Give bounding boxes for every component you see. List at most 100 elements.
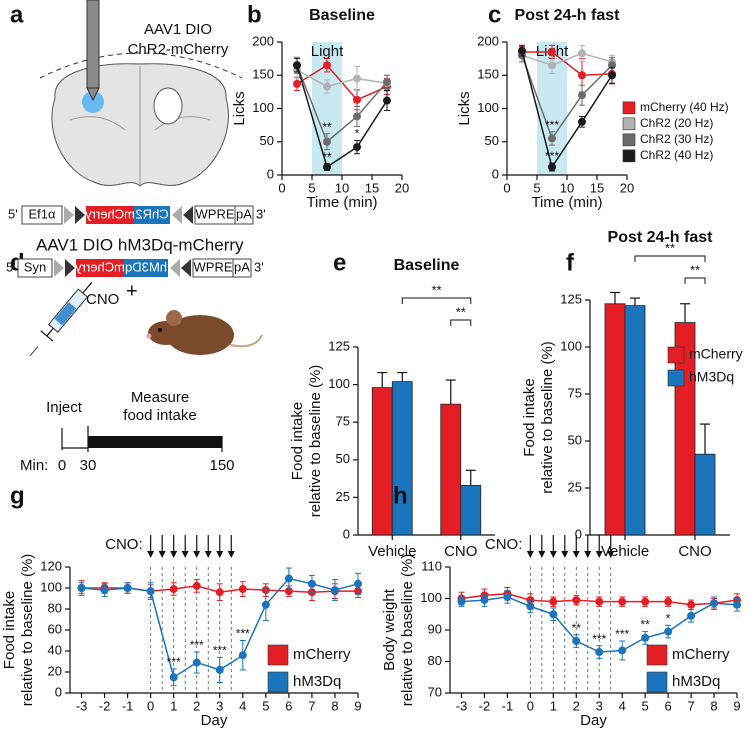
- cno-label: CNO:: [485, 536, 523, 553]
- x-tick-label: 3: [216, 698, 223, 713]
- cno-arrowhead: [170, 551, 178, 558]
- y-tick-label: 50: [485, 133, 499, 148]
- legend-label: mCherry: [293, 646, 351, 663]
- lox-site: [181, 259, 191, 277]
- x-tick-label: -2: [479, 698, 491, 713]
- series-line: [296, 65, 388, 169]
- x-tick-label: 10: [335, 180, 349, 195]
- y-tick-label: 200: [477, 33, 499, 48]
- y-tick-label: 100: [40, 579, 62, 594]
- y-tick-label: 90: [428, 621, 442, 636]
- bar: [440, 403, 462, 536]
- legend-label: mCherry: [672, 646, 730, 663]
- x-tick-label: 20: [620, 180, 634, 195]
- gene-block: [86, 206, 134, 224]
- significance-label: ***: [615, 627, 629, 641]
- y-tick-label: 20: [48, 663, 62, 678]
- x-tick-label: 6: [665, 698, 672, 713]
- data-point: [618, 597, 627, 606]
- timeline-mark: 150: [209, 457, 234, 474]
- y-tick-label: 120: [40, 558, 62, 573]
- polya-label: pA: [234, 259, 250, 274]
- x-tick-label: 9: [354, 698, 361, 713]
- data-point: [353, 143, 361, 152]
- panel-letter: c: [488, 1, 501, 28]
- y-axis-label: relative to baseline (%): [399, 554, 416, 707]
- data-point: [169, 673, 178, 682]
- gene-label: mCherry: [85, 206, 135, 221]
- significance-label: *: [666, 611, 671, 625]
- gene-block: [134, 206, 170, 224]
- x-tick-label: -1: [122, 698, 134, 713]
- lox-site: [65, 259, 75, 277]
- y-tick-label: 0: [55, 684, 62, 699]
- data-point: [192, 658, 201, 667]
- injection-site: [82, 91, 104, 113]
- y-tick-label: 0: [575, 526, 582, 541]
- data-point: [518, 46, 526, 55]
- bar: [604, 303, 626, 536]
- y-tick-label: 125: [560, 291, 582, 306]
- data-point: [548, 134, 556, 143]
- y-axis-label: Food intake: [521, 378, 538, 456]
- data-point: [284, 574, 293, 583]
- x-tick-label: 6: [285, 698, 292, 713]
- lox-site: [170, 259, 180, 277]
- lox-site: [54, 259, 64, 277]
- lox-site: [172, 206, 182, 224]
- construct-end: 3': [256, 206, 266, 221]
- significance-label: ***: [190, 638, 204, 652]
- x-tick-label: 0: [503, 180, 510, 195]
- x-axis-label: Time (min): [306, 194, 377, 211]
- construct-end: 3': [254, 259, 264, 274]
- data-point: [687, 600, 696, 609]
- timeline-event: Measure: [131, 389, 189, 406]
- significance-label: **: [431, 282, 441, 297]
- x-tick-label: 0: [147, 698, 154, 713]
- significance-label: **: [640, 618, 650, 632]
- x-tick-label: Vehicle: [601, 543, 649, 560]
- x-tick-label: Vehicle: [368, 543, 416, 560]
- y-tick-label: 25: [568, 479, 582, 494]
- legend-label: ChR2 (20 Hz): [640, 116, 713, 130]
- y-axis-label: relative to baseline (%): [307, 365, 324, 518]
- panel-d-diagram: d AAV1 DIO hM3Dq-mCherry 5' Syn mCherry …: [6, 235, 264, 473]
- cno-arrowhead: [204, 551, 212, 558]
- data-point: [323, 61, 331, 70]
- data-point: [578, 117, 586, 126]
- construct-end: 5': [8, 206, 18, 221]
- cno-arrowhead: [538, 551, 546, 558]
- promoter: [17, 258, 53, 278]
- legend-swatch: [622, 117, 636, 131]
- x-tick-label: 5: [533, 180, 540, 195]
- y-tick-label: 75: [568, 385, 582, 400]
- legend-label: hM3Dq: [672, 673, 720, 690]
- cno-arrowhead: [227, 551, 235, 558]
- x-axis-label: Day: [201, 712, 228, 728]
- significance-label: **: [322, 150, 332, 164]
- significance-label: *: [355, 127, 360, 141]
- x-tick-label: 3: [596, 698, 603, 713]
- y-tick-label: 80: [428, 653, 442, 668]
- x-tick-label: 2: [193, 698, 200, 713]
- series-line: [521, 50, 613, 169]
- panel-letter: e: [333, 249, 346, 276]
- measure-bar: [88, 436, 222, 448]
- legend-swatch: [622, 149, 636, 163]
- timeline: Inject Measure food intake Min: 0 30 150: [20, 389, 235, 474]
- electrode: [86, 0, 100, 89]
- x-tick-label: CNO: [678, 543, 711, 560]
- polya-label: pA: [236, 206, 252, 221]
- data-point: [664, 627, 673, 636]
- significance-label: ***: [592, 632, 606, 646]
- data-point: [330, 586, 339, 595]
- x-tick-label: 9: [733, 698, 740, 713]
- polya: [232, 258, 252, 278]
- legend-label: ChR2 (40 Hz): [640, 148, 713, 162]
- y-tick-label: 50: [336, 451, 350, 466]
- x-tick-label: 7: [687, 698, 694, 713]
- data-point: [293, 61, 301, 70]
- wpre-label: WPRE: [194, 259, 233, 274]
- y-tick-label: 200: [252, 33, 274, 48]
- data-point: [608, 71, 616, 80]
